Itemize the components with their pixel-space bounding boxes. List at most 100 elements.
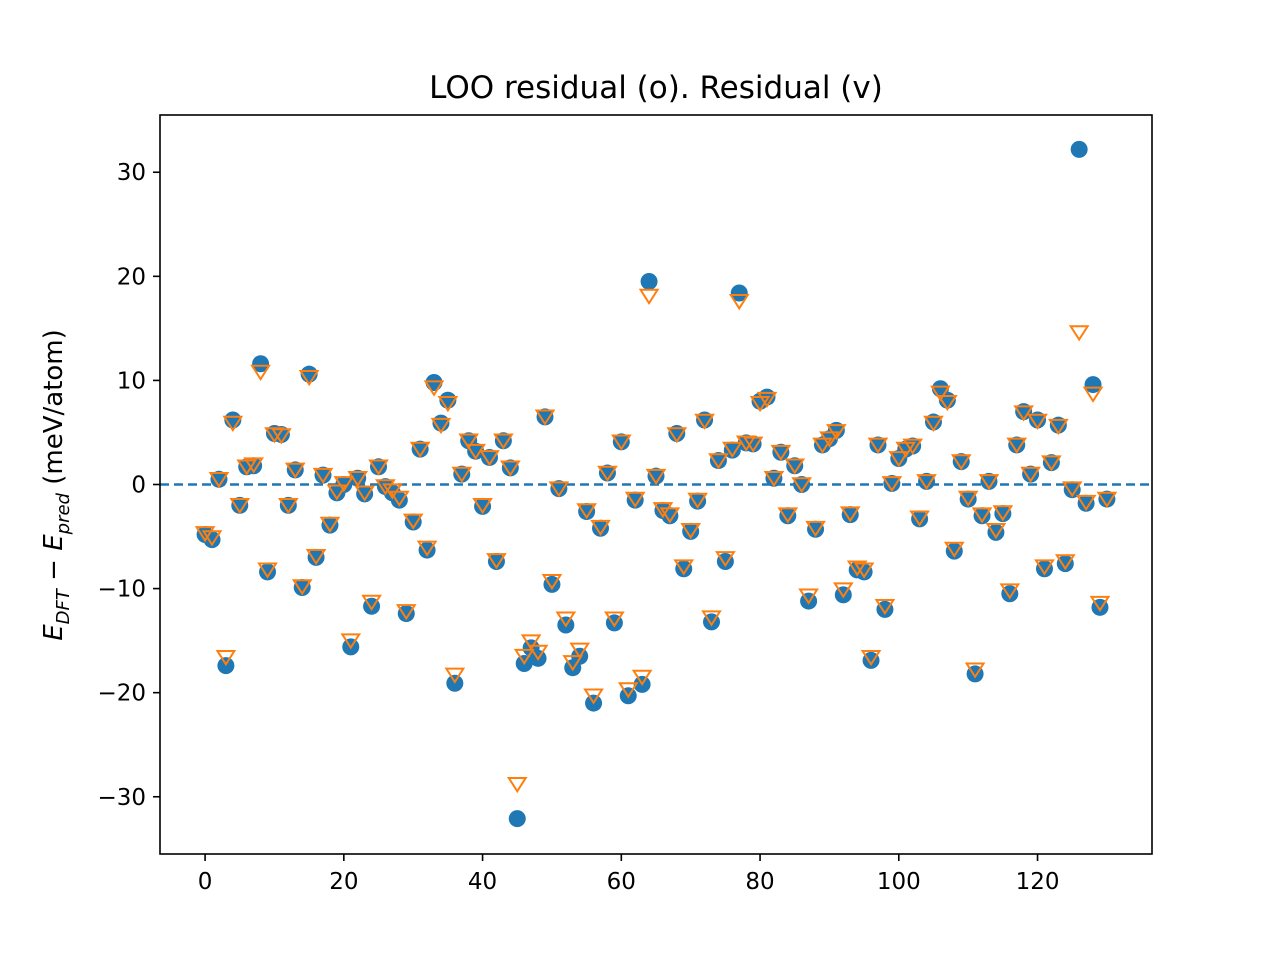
y-label-sub-pred: pred bbox=[53, 492, 74, 535]
residual-point bbox=[271, 428, 292, 445]
residual-point bbox=[402, 513, 424, 530]
loo-residual-point bbox=[765, 469, 783, 487]
y-tick-label: −30 bbox=[97, 785, 146, 811]
loo-residual-point bbox=[723, 441, 741, 459]
residual-point bbox=[479, 450, 500, 467]
residual-point bbox=[520, 634, 542, 651]
y-label-e2: E bbox=[39, 534, 69, 551]
loo-residual-point bbox=[855, 563, 873, 581]
residual-point bbox=[659, 507, 681, 524]
residual-point bbox=[874, 598, 896, 616]
residual-point bbox=[735, 435, 757, 452]
residual-point bbox=[430, 417, 452, 435]
residual-point bbox=[999, 583, 1021, 600]
loo-residual-point bbox=[578, 503, 596, 521]
residual-point bbox=[1027, 413, 1048, 430]
loo-residual-point bbox=[696, 411, 714, 429]
residual-point bbox=[201, 530, 223, 547]
residual-point bbox=[763, 470, 785, 488]
residual-point bbox=[715, 551, 736, 568]
loo-residual-point bbox=[210, 470, 228, 488]
loo-residual-point bbox=[779, 507, 797, 525]
plot-area bbox=[160, 140, 1152, 828]
residual-point bbox=[950, 454, 972, 471]
residual-point bbox=[208, 471, 230, 489]
x-tick-label: 0 bbox=[198, 869, 213, 895]
residual-point bbox=[881, 476, 903, 493]
loo-residual-point bbox=[945, 542, 963, 560]
residual-point bbox=[798, 588, 819, 605]
loo-residual-point bbox=[1029, 411, 1047, 429]
residual-point bbox=[291, 579, 313, 596]
loo-residual-point bbox=[973, 507, 991, 525]
residual-point bbox=[860, 649, 882, 667]
residual-point bbox=[389, 490, 410, 507]
residual-point bbox=[250, 364, 271, 381]
loo-residual-point bbox=[550, 480, 568, 498]
y-label-e1: E bbox=[39, 624, 69, 641]
residual-point bbox=[943, 541, 965, 558]
loo-residual-point bbox=[987, 523, 1005, 541]
residual-point bbox=[458, 433, 480, 450]
residual-point bbox=[985, 522, 1007, 540]
residual-point bbox=[597, 465, 618, 482]
residual-point bbox=[375, 479, 396, 496]
x-tick-label: 80 bbox=[745, 869, 774, 895]
residual-point bbox=[680, 522, 702, 540]
loo-residual-point bbox=[827, 421, 845, 439]
loo-residual-point bbox=[286, 461, 304, 479]
loo-residual-point bbox=[390, 491, 408, 509]
residual-point bbox=[992, 505, 1014, 522]
loo-residual-point bbox=[259, 563, 277, 581]
residual-point bbox=[777, 507, 799, 524]
x-tick-label: 100 bbox=[877, 869, 921, 895]
loo-residual-point bbox=[453, 465, 471, 483]
residual-point bbox=[354, 485, 375, 502]
residual-point bbox=[742, 436, 764, 453]
loo-residual-point bbox=[675, 560, 693, 578]
loo-residual-point bbox=[841, 506, 859, 524]
loo-residual-point bbox=[356, 485, 374, 503]
residual-point bbox=[465, 443, 486, 461]
loo-residual-point bbox=[612, 433, 630, 451]
residual-point bbox=[610, 434, 632, 451]
residual-point bbox=[978, 474, 1000, 491]
residual-point bbox=[506, 776, 528, 794]
residual-point bbox=[1048, 418, 1069, 436]
loo-residual-point bbox=[682, 522, 700, 540]
residual-point bbox=[423, 380, 445, 397]
residual-point bbox=[486, 553, 507, 570]
residual-point bbox=[770, 444, 792, 462]
residual-point bbox=[368, 459, 389, 476]
loo-residual-point bbox=[959, 490, 977, 508]
loo-residual-point bbox=[709, 452, 727, 470]
residual-point bbox=[937, 394, 958, 412]
residual-point bbox=[305, 549, 327, 566]
residual-point bbox=[347, 470, 369, 488]
residual-point bbox=[728, 294, 750, 311]
residual-point bbox=[624, 491, 646, 508]
residual-point bbox=[243, 457, 264, 474]
loo-residual-point bbox=[647, 467, 665, 485]
loo-residual-point bbox=[640, 273, 658, 291]
loo-residual-point bbox=[1077, 494, 1095, 512]
y-tick-label: −10 bbox=[97, 577, 146, 603]
residual-point bbox=[493, 433, 514, 450]
residual-point bbox=[312, 467, 334, 485]
x-tick-label: 60 bbox=[607, 869, 636, 895]
residual-point bbox=[826, 424, 847, 441]
loo-residual-point bbox=[980, 472, 998, 490]
loo-residual-point bbox=[279, 496, 297, 514]
loo-residual-point bbox=[321, 516, 339, 534]
loo-residual-point bbox=[307, 548, 325, 566]
loo-residual-point bbox=[418, 541, 436, 559]
loo-residual-point bbox=[411, 440, 429, 458]
residual-point bbox=[964, 662, 986, 679]
residual-point bbox=[555, 611, 577, 628]
residual-point bbox=[472, 498, 493, 515]
loo-residual-point bbox=[293, 579, 311, 597]
loo-residual-point bbox=[883, 474, 901, 492]
residual-point bbox=[1006, 437, 1028, 454]
residual-point bbox=[971, 507, 993, 524]
residual-point bbox=[1068, 325, 1090, 342]
